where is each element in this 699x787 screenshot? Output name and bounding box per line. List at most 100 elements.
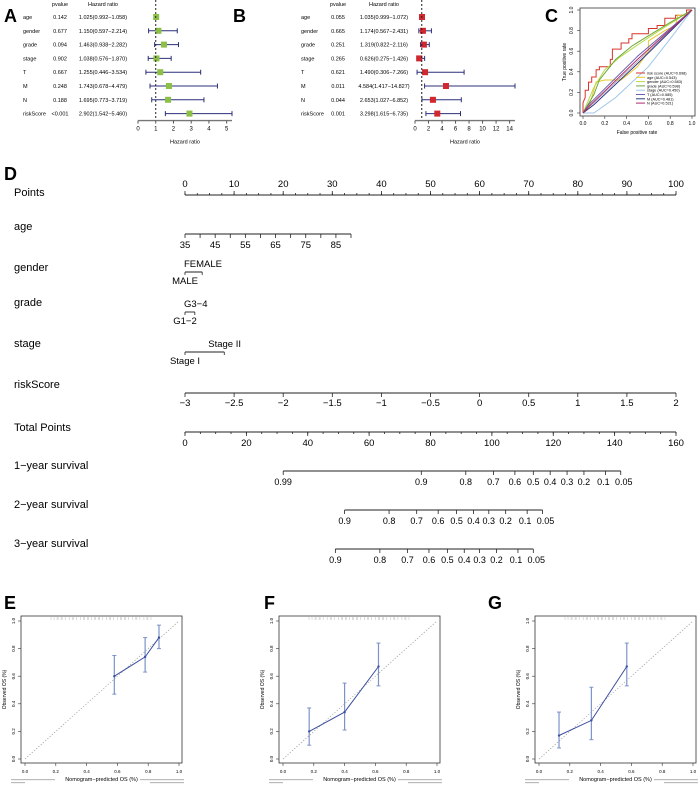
row-label: Points xyxy=(14,187,45,199)
pvalue-cell: 0.902 xyxy=(53,56,67,62)
plot-frame xyxy=(278,615,441,764)
hazard-ratio-cell: 1.743(0.678−4.479) xyxy=(79,84,127,90)
pvalue-cell: 0.265 xyxy=(331,56,345,62)
survival-tick-label: 0.05 xyxy=(537,516,555,526)
survival-tick-label: 0.3 xyxy=(473,555,486,565)
total-points-tick-label: 160 xyxy=(668,438,684,449)
footnote-left xyxy=(11,779,55,781)
survival-tick-label: 0.5 xyxy=(527,477,540,487)
survival-tick-label: 0.8 xyxy=(383,516,396,526)
riskscore-tick-label: 0.5 xyxy=(522,398,535,409)
y-axis-title: Observed OS (%) xyxy=(260,669,266,709)
hazard-ratio-cell: 4.584(1.417−14.827) xyxy=(358,84,409,90)
roc-series-line xyxy=(582,9,693,114)
calibration-point xyxy=(343,710,346,714)
age-tick-label: 85 xyxy=(331,240,342,251)
variable-label: age xyxy=(23,15,32,21)
pvalue-cell: 0.677 xyxy=(53,29,67,35)
category-label: Stage II xyxy=(208,339,241,350)
column-header-pvalue: pvalue xyxy=(52,2,68,8)
points-tick-label: 40 xyxy=(376,179,387,190)
panel-label-d: D xyxy=(4,164,17,184)
x-tick-label: 0.0 xyxy=(536,769,543,774)
x-tick-label: 5 xyxy=(225,127,229,133)
y-tick-label: 1.0 xyxy=(11,617,16,624)
calibration-line xyxy=(308,666,379,732)
hazard-ratio-marker xyxy=(153,55,160,62)
survival-tick-label: 0.9 xyxy=(415,477,428,487)
calibration-point xyxy=(157,636,161,639)
age-tick-label: 45 xyxy=(210,240,221,251)
pvalue-cell: 0.667 xyxy=(53,70,67,76)
row-label: Total Points xyxy=(14,422,71,434)
hazard-ratio-cell: 1.490(0.306−7.266) xyxy=(360,70,408,76)
y-tick-label: 1.0 xyxy=(269,617,274,624)
footnote-left xyxy=(269,782,283,784)
y-tick-label: 0.6 xyxy=(269,673,274,680)
pvalue-cell: 0.188 xyxy=(53,98,67,104)
riskscore-tick-label: −3 xyxy=(180,398,191,409)
y-tick-label: 0.6 xyxy=(525,673,530,680)
y-tick-label: 0.0 xyxy=(269,755,274,762)
survival-tick-label: 0.4 xyxy=(467,516,480,526)
hazard-ratio-cell: 1.035(0.999−1.072) xyxy=(360,15,408,21)
x-tick-label: 0 xyxy=(136,127,140,133)
survival-tick-label: 0.1 xyxy=(510,555,523,565)
x-axis-title: Nomogram−predicted OS (%) xyxy=(323,777,396,783)
x-tick-label: 2 xyxy=(427,127,431,133)
column-header-hazard-ratio: Hazard ratio xyxy=(369,2,399,8)
age-tick-label: 65 xyxy=(270,240,281,251)
row-label: 2−year survival xyxy=(14,499,88,511)
plot-frame xyxy=(579,7,696,117)
footnote-left xyxy=(525,779,569,781)
riskscore-tick-label: 2 xyxy=(673,398,678,409)
legend-label: gender (AUC=0.583) xyxy=(647,80,683,84)
hazard-ratio-marker xyxy=(186,110,193,117)
y-tick-label: 0.2 xyxy=(525,728,530,735)
points-tick-label: 90 xyxy=(622,179,633,190)
survival-tick-label: 0.2 xyxy=(499,516,512,526)
variable-label: grade xyxy=(301,43,315,49)
survival-tick-label: 0.6 xyxy=(509,477,522,487)
total-points-tick-label: 100 xyxy=(484,438,500,449)
x-tick-label: 12 xyxy=(493,127,500,133)
survival-tick-label: 0.6 xyxy=(423,555,436,565)
x-axis-title: Hazard ratio xyxy=(450,140,480,146)
y-tick-label: 1.0 xyxy=(569,6,575,13)
y-tick-label: 0.4 xyxy=(569,68,575,75)
plot-frame xyxy=(534,615,697,764)
legend-label: risk score (AUC=0.698) xyxy=(647,72,687,76)
x-tick-label: 0.2 xyxy=(53,769,60,774)
x-tick-label: 0.4 xyxy=(83,769,90,774)
survival-tick-label: 0.2 xyxy=(490,555,503,565)
age-tick-label: 75 xyxy=(300,240,311,251)
forest-plot-multivariate: pvalue Hazard ratio age 0.055 1.035(0.999−1.… xyxy=(301,0,516,146)
calibration-plot-1-year: 0.0 0.2 0.4 0.6 0.8 1.0 0.0 0.2 0.4 0.6 0.8 1.0 Nomo… xyxy=(2,615,184,784)
y-tick-label: 0.4 xyxy=(11,700,16,707)
calibration-plot-3-year: 0.0 0.2 0.4 0.6 0.8 1.0 0.0 0.2 0.4 0.6 0.8 1.0 Nomo… xyxy=(516,615,698,784)
legend-label: T (AUC=0.585) xyxy=(647,93,673,97)
x-tick-label: 1.0 xyxy=(689,121,696,127)
age-tick-label: 35 xyxy=(180,240,191,251)
hazard-ratio-marker xyxy=(429,96,436,103)
variable-label: riskScore xyxy=(301,112,324,118)
points-tick-label: 20 xyxy=(278,179,289,190)
survival-tick-label: 0.7 xyxy=(487,477,500,487)
legend-label: M (AUC=0.481) xyxy=(647,97,674,101)
survival-tick-label: 0.4 xyxy=(544,477,557,487)
riskscore-tick-label: −0.5 xyxy=(421,398,440,409)
footnote-right xyxy=(664,782,698,784)
total-points-tick-label: 20 xyxy=(241,438,252,449)
survival-tick-label: 0.2 xyxy=(578,477,591,487)
roc-series-line xyxy=(582,9,693,114)
calibration-point xyxy=(625,665,628,668)
hazard-ratio-cell: 2.902(1.542−5.460) xyxy=(79,112,127,118)
total-points-tick-label: 80 xyxy=(425,438,436,449)
total-points-tick-label: 140 xyxy=(607,438,623,449)
x-tick-label: 4 xyxy=(207,127,211,133)
survival-tick-label: 0.4 xyxy=(458,555,471,565)
footnote-right xyxy=(150,782,184,784)
x-tick-label: 0.2 xyxy=(311,769,318,774)
variable-label: stage xyxy=(301,56,314,62)
legend-label: grade (AUC=0.598) xyxy=(647,84,681,88)
